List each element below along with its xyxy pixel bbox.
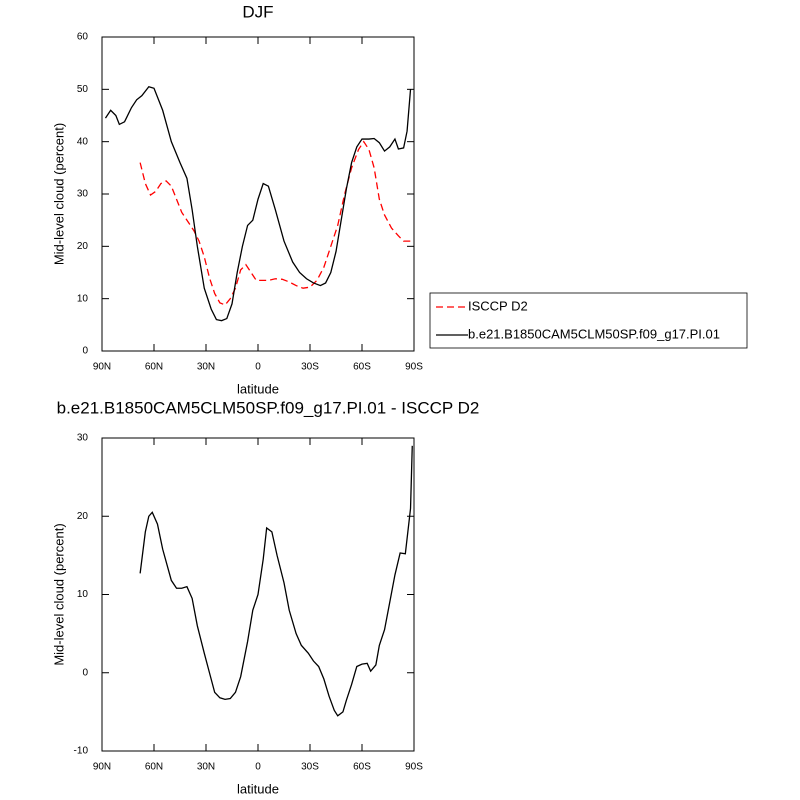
x-axis-label: latitude bbox=[237, 381, 279, 396]
y-tick-label: 10 bbox=[77, 293, 89, 304]
x-tick-label: 30S bbox=[301, 362, 319, 373]
x-tick-label: 30S bbox=[301, 762, 319, 773]
x-axis-label: latitude bbox=[237, 781, 279, 796]
x-tick-label: 0 bbox=[255, 362, 261, 373]
y-tick-label: 20 bbox=[77, 241, 89, 252]
y-tick-label: 10 bbox=[77, 589, 89, 600]
x-tick-label: 0 bbox=[255, 762, 261, 773]
x-tick-label: 30N bbox=[197, 362, 215, 373]
data-line bbox=[139, 445, 413, 717]
chart-title: b.e21.B1850CAM5CLM50SP.f09_g17.PI.01 - I… bbox=[57, 398, 480, 417]
legend-label: b.e21.B1850CAM5CLM50SP.f09_g17.PI.01 bbox=[468, 326, 720, 341]
x-tick-label: 90N bbox=[93, 762, 111, 773]
y-tick-label: -10 bbox=[74, 746, 89, 757]
x-tick-label: 30N bbox=[197, 762, 215, 773]
x-tick-label: 60S bbox=[353, 362, 371, 373]
y-tick-label: 50 bbox=[77, 84, 89, 95]
legend-label: ISCCP D2 bbox=[468, 298, 528, 313]
y-tick-label: 30 bbox=[77, 433, 89, 444]
x-tick-label: 90S bbox=[405, 762, 423, 773]
y-tick-label: 0 bbox=[82, 346, 88, 357]
y-tick-label: 60 bbox=[77, 32, 89, 43]
x-tick-label: 90N bbox=[93, 362, 111, 373]
y-tick-label: 20 bbox=[77, 511, 89, 522]
chart-title: DJF bbox=[242, 2, 273, 21]
x-tick-label: 60N bbox=[145, 362, 163, 373]
legend-box bbox=[429, 292, 748, 349]
y-axis-label: Mid-level cloud (percent) bbox=[51, 523, 66, 665]
x-tick-label: 90S bbox=[405, 362, 423, 373]
x-tick-label: 60N bbox=[145, 762, 163, 773]
y-tick-label: 30 bbox=[77, 189, 89, 200]
y-tick-label: 40 bbox=[77, 136, 89, 147]
y-tick-label: 0 bbox=[82, 667, 88, 678]
x-tick-label: 60S bbox=[353, 762, 371, 773]
data-line bbox=[104, 85, 412, 322]
plot-frame bbox=[101, 36, 415, 352]
y-axis-label: Mid-level cloud (percent) bbox=[51, 123, 66, 265]
data-line bbox=[139, 140, 411, 306]
